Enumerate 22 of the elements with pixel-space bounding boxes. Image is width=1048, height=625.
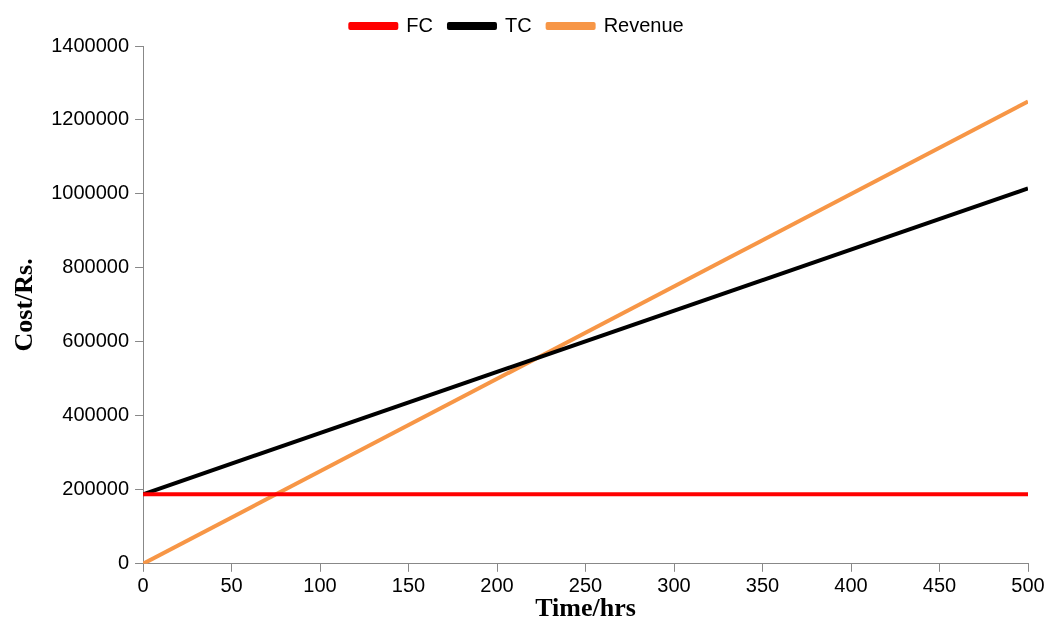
- x-tick-label: 100: [303, 574, 337, 597]
- y-tick-label: 400000: [62, 403, 130, 426]
- x-tick-label: 400: [834, 574, 868, 597]
- x-tick-label: 350: [745, 574, 780, 597]
- y-tick-label: 800000: [62, 255, 130, 278]
- x-tick-label: 450: [922, 574, 957, 597]
- y-axis-title: Cost/Rs.: [9, 258, 39, 352]
- x-tick-label: 50: [220, 574, 243, 597]
- x-tick-label: 150: [391, 574, 426, 597]
- x-tick-label: 200: [480, 574, 514, 597]
- legend-label: TC: [504, 13, 532, 36]
- legend-label: Revenue: [603, 13, 684, 36]
- x-tick-label: 500: [1011, 574, 1045, 597]
- y-tick-label: 200000: [62, 477, 130, 500]
- y-tick-label: 0: [117, 551, 130, 574]
- x-tick-label: 0: [137, 574, 149, 597]
- y-tick-label: 600000: [62, 329, 130, 352]
- legend-label: FC: [406, 13, 433, 36]
- y-tick-label: 1000000: [51, 181, 130, 204]
- y-tick-label: 1200000: [51, 107, 130, 130]
- x-tick-label: 300: [657, 574, 691, 597]
- y-tick-label: 1400000: [51, 33, 130, 56]
